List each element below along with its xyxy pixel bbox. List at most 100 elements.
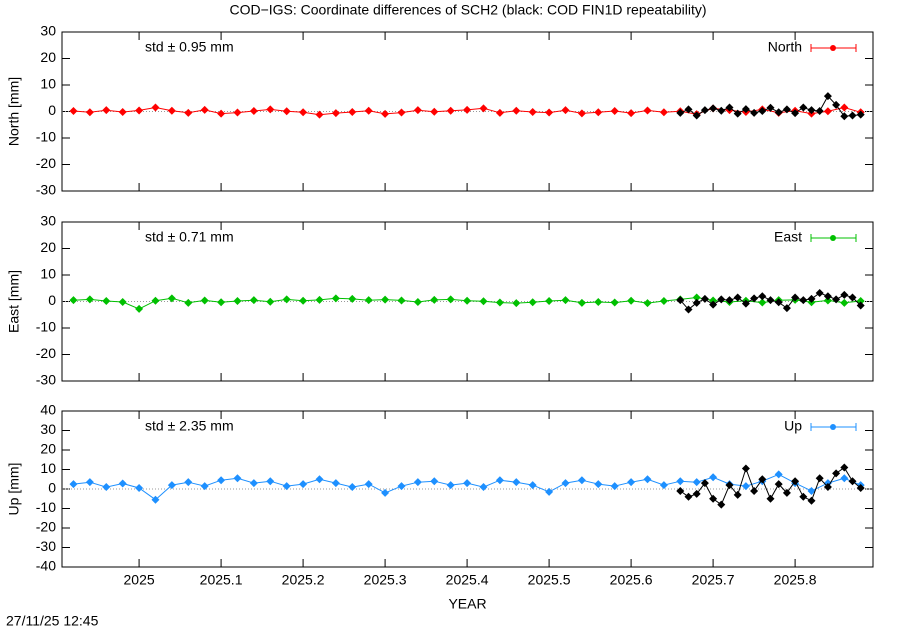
data-point <box>528 108 537 117</box>
data-point <box>799 296 808 305</box>
data-point <box>791 109 800 118</box>
data-point <box>85 478 94 487</box>
data-point <box>840 463 849 472</box>
data-point <box>364 106 373 115</box>
data-point <box>331 294 340 303</box>
y-tick-label: 20 <box>40 49 56 65</box>
data-point <box>692 111 701 120</box>
data-point <box>774 480 783 489</box>
data-point <box>725 481 734 490</box>
data-point <box>512 478 521 487</box>
data-point <box>856 301 865 310</box>
data-point <box>692 489 701 498</box>
data-point <box>167 106 176 115</box>
data-point <box>823 107 832 116</box>
data-point <box>561 296 570 305</box>
data-point <box>741 464 750 473</box>
y-tick-label: -10 <box>36 319 56 335</box>
legend-marker <box>830 424 836 430</box>
data-point <box>102 106 111 115</box>
y-tick-label: -30 <box>36 182 56 198</box>
data-point <box>315 110 324 119</box>
legend-label: Up <box>784 418 802 434</box>
data-point <box>741 482 750 491</box>
data-point <box>750 486 759 495</box>
data-point <box>610 298 619 307</box>
data-point <box>807 496 816 505</box>
data-point <box>397 482 406 491</box>
data-point <box>700 106 709 115</box>
data-point <box>717 500 726 509</box>
data-point <box>184 298 193 307</box>
data-point <box>577 476 586 485</box>
data-point <box>733 109 742 118</box>
data-point <box>233 296 242 305</box>
y-axis-label: Up [mm] <box>6 463 22 516</box>
data-point <box>577 298 586 307</box>
data-point <box>659 296 668 305</box>
data-point <box>528 298 537 307</box>
y-tick-label: -10 <box>36 129 56 145</box>
data-point <box>364 296 373 305</box>
data-point <box>561 479 570 488</box>
data-point <box>643 106 652 115</box>
data-point <box>299 296 308 305</box>
data-point <box>774 470 783 479</box>
data-point <box>167 294 176 303</box>
data-point <box>479 104 488 113</box>
data-point <box>184 478 193 487</box>
data-point <box>840 290 849 299</box>
y-tick-label: 10 <box>40 76 56 92</box>
data-point <box>774 108 783 117</box>
x-tick-label: 2025.4 <box>446 572 489 588</box>
data-point <box>709 494 718 503</box>
data-point <box>577 109 586 118</box>
data-point <box>807 106 816 115</box>
data-point <box>479 297 488 306</box>
data-point <box>627 478 636 487</box>
data-point <box>217 298 226 307</box>
data-point <box>118 298 127 307</box>
y-tick-label: -30 <box>36 538 56 554</box>
data-point <box>135 106 144 115</box>
data-point <box>676 296 685 305</box>
data-point <box>594 298 603 307</box>
data-point <box>840 298 849 307</box>
data-point <box>463 479 472 488</box>
x-tick-label: 2025.3 <box>364 572 407 588</box>
y-tick-label: -10 <box>36 499 56 515</box>
y-tick-label: -20 <box>36 345 56 361</box>
y-tick-label: 20 <box>40 239 56 255</box>
data-point <box>684 305 693 314</box>
data-point <box>717 295 726 304</box>
data-point <box>315 475 324 484</box>
data-point <box>823 292 832 301</box>
data-point <box>610 106 619 115</box>
y-tick-label: 0 <box>48 102 56 118</box>
y-axis-label: East [mm] <box>6 270 22 333</box>
data-point <box>69 106 78 115</box>
data-point <box>217 476 226 485</box>
data-point <box>184 108 193 117</box>
data-point <box>627 109 636 118</box>
data-point <box>840 103 849 112</box>
data-point <box>610 482 619 491</box>
x-tick-label: 2025.6 <box>610 572 653 588</box>
data-point <box>430 477 439 486</box>
data-point <box>495 298 504 307</box>
data-point <box>774 298 783 307</box>
data-point <box>750 294 759 303</box>
x-tick-label: 2025.8 <box>774 572 817 588</box>
y-tick-label: -20 <box>36 519 56 535</box>
y-tick-label: 20 <box>40 441 56 457</box>
data-point <box>446 481 455 490</box>
data-point <box>709 296 718 305</box>
data-point <box>815 106 824 115</box>
data-point <box>823 483 832 492</box>
data-point <box>692 293 701 302</box>
data-point <box>528 481 537 490</box>
data-point <box>167 481 176 490</box>
data-point <box>832 100 841 109</box>
data-point <box>676 108 685 117</box>
data-point <box>840 112 849 121</box>
